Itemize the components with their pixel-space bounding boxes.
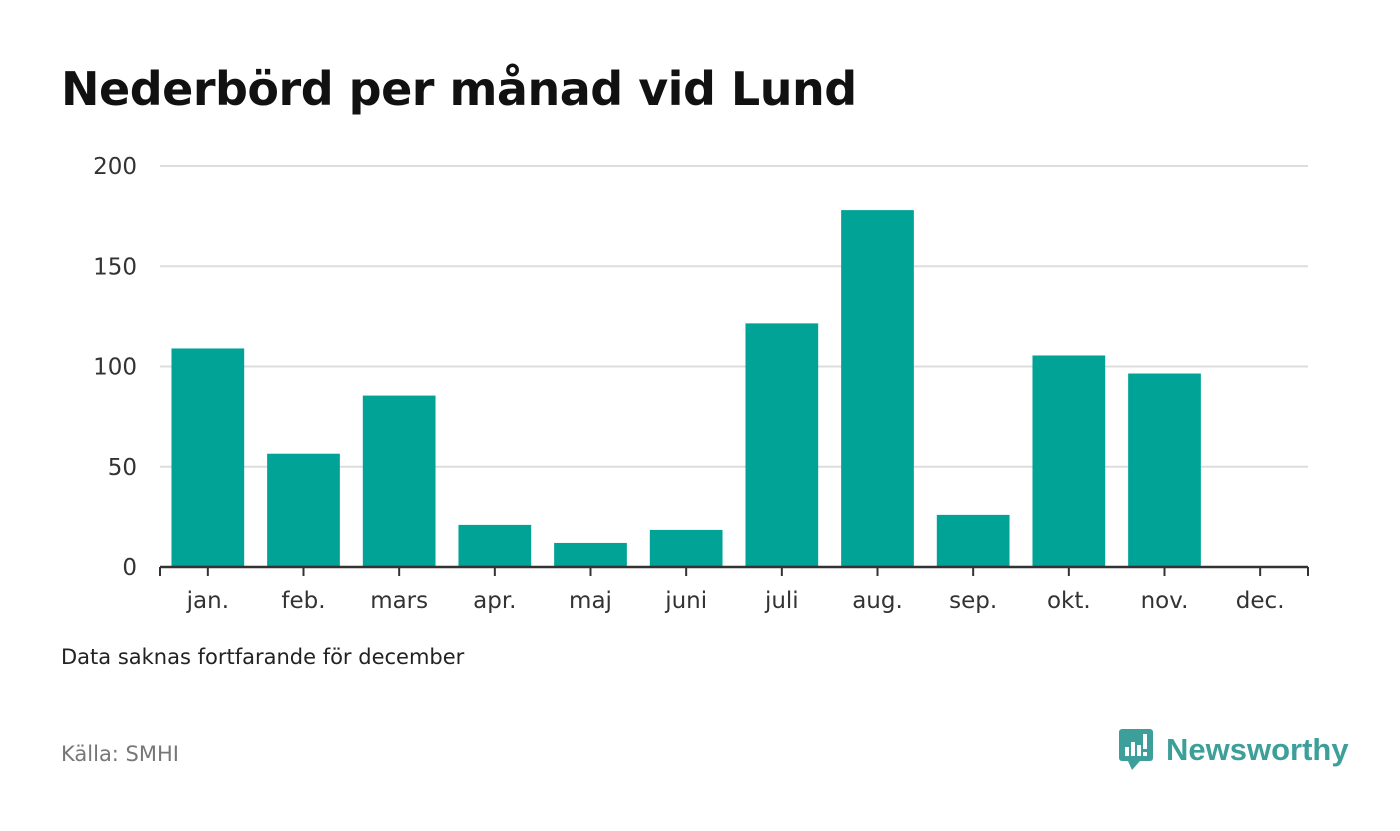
brand-logo: Newsworthy bbox=[1118, 728, 1349, 772]
y-tick-label: 50 bbox=[108, 455, 137, 481]
bar-chart: 0 50 100 150 200 jan. feb. mars apr. maj juni juli… bbox=[93, 154, 1309, 614]
x-tick-label: juni bbox=[664, 588, 707, 614]
x-tick-label: aug. bbox=[852, 588, 903, 614]
newsworthy-logo-icon bbox=[1119, 729, 1153, 770]
bar-3 bbox=[458, 524, 532, 567]
x-tick-label: nov. bbox=[1141, 588, 1189, 614]
bar-4 bbox=[554, 542, 627, 567]
y-tick-label: 200 bbox=[93, 154, 137, 180]
x-tick-label: maj bbox=[569, 588, 612, 614]
x-tick-label: apr. bbox=[473, 588, 516, 614]
x-tick-label: dec. bbox=[1236, 588, 1285, 614]
bars bbox=[171, 210, 1201, 568]
x-tick-label: juli bbox=[764, 588, 799, 614]
gridlines bbox=[160, 165, 1308, 468]
bar-10 bbox=[1128, 373, 1201, 567]
x-tick-label: feb. bbox=[281, 588, 325, 614]
bar-7 bbox=[841, 210, 914, 568]
x-axis bbox=[159, 565, 1309, 576]
y-tick-label: 150 bbox=[93, 254, 137, 280]
source-label: Källa: SMHI bbox=[61, 742, 179, 766]
brand-name: Newsworthy bbox=[1166, 732, 1349, 767]
bar-9 bbox=[1032, 355, 1106, 567]
x-tick-label: sep. bbox=[949, 588, 997, 614]
bar-8 bbox=[936, 514, 1010, 567]
bar-0 bbox=[171, 348, 245, 567]
bar-5 bbox=[649, 529, 723, 567]
bar-6 bbox=[745, 323, 819, 567]
bar-2 bbox=[362, 395, 436, 567]
x-tick-label: jan. bbox=[186, 588, 229, 614]
y-tick-label: 100 bbox=[93, 355, 137, 381]
chart-note: Data saknas fortfarande för december bbox=[61, 645, 465, 669]
chart-title: Nederbörd per månad vid Lund bbox=[61, 62, 857, 116]
x-axis-ticks: jan. feb. mars apr. maj juni juli aug. sep. okt. n… bbox=[186, 567, 1285, 614]
x-tick-label: okt. bbox=[1047, 588, 1091, 614]
y-axis-ticks: 0 50 100 150 200 bbox=[93, 154, 137, 581]
y-tick-label: 0 bbox=[122, 555, 137, 581]
bar-1 bbox=[267, 453, 340, 567]
x-tick-label: mars bbox=[370, 588, 428, 614]
